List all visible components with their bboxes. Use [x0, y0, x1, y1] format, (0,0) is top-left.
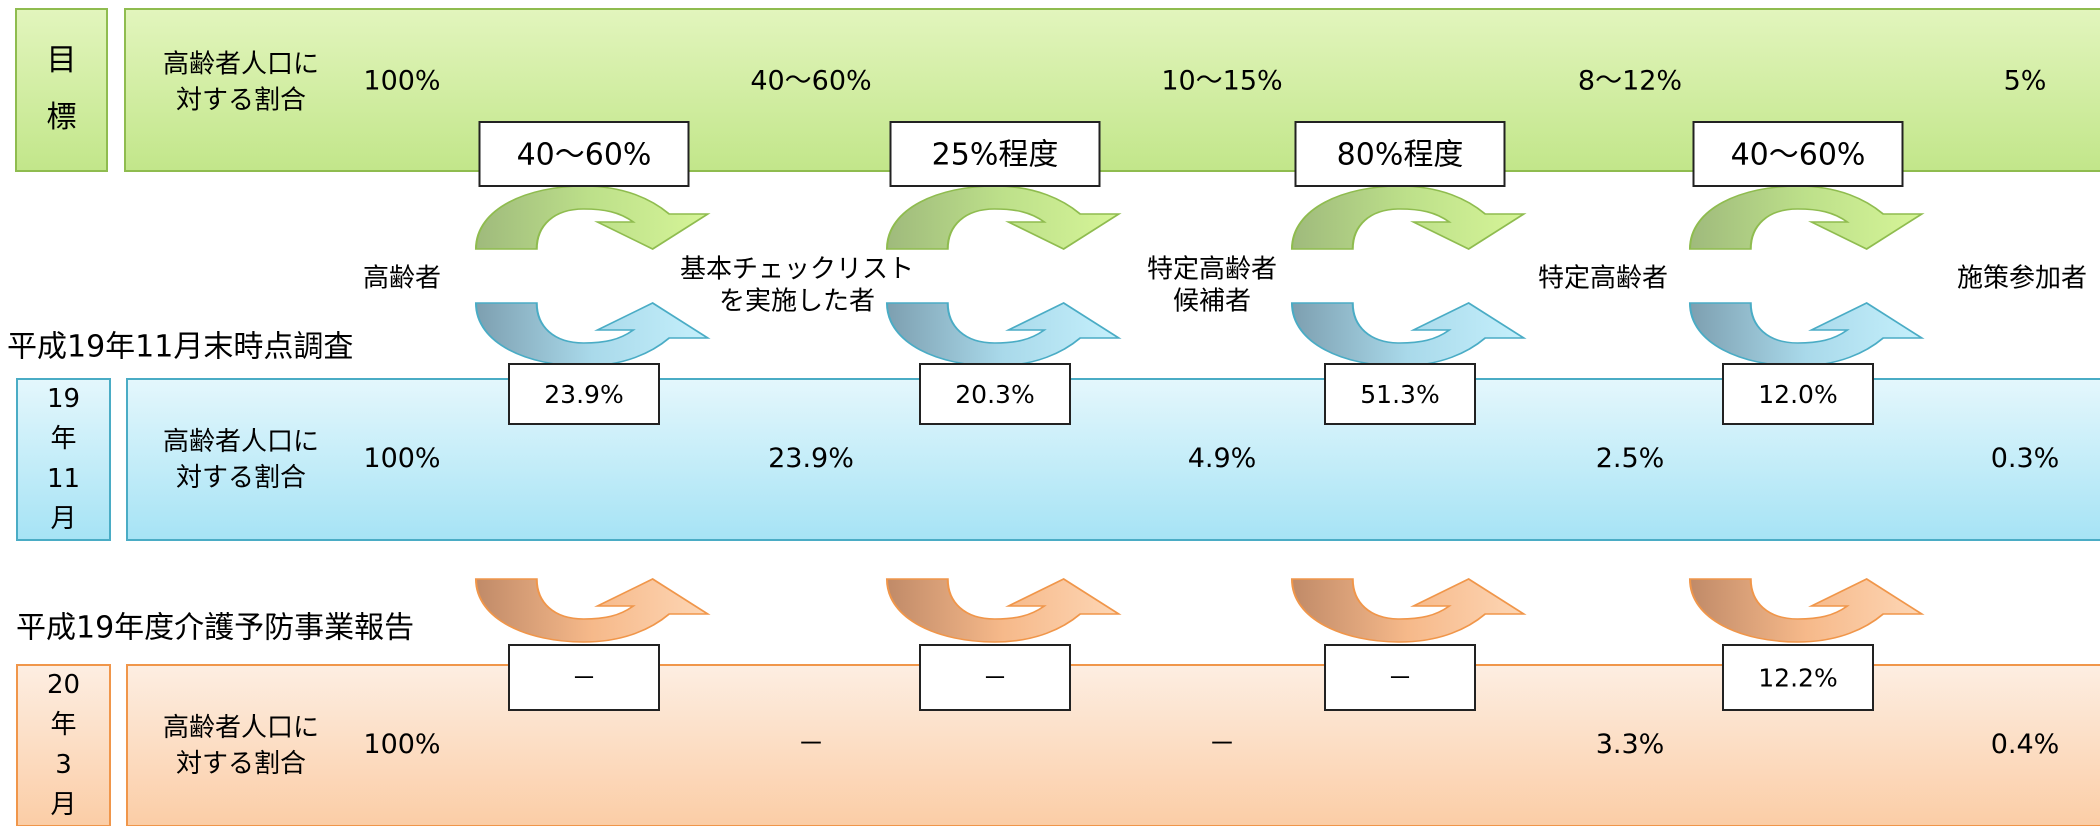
stage-label: 基本チェックリスト	[680, 255, 914, 285]
rate-box	[1294, 121, 1506, 187]
row-label: 月	[50, 790, 76, 820]
rate-box	[478, 121, 690, 187]
row-caption: 高齢者人口に	[163, 713, 319, 743]
row-label: 目	[47, 43, 77, 78]
transition-arrow	[1290, 185, 1527, 250]
ratio-value: 0.4%	[1991, 729, 2060, 760]
rate-value: 12.2%	[1758, 664, 1837, 693]
rate-value: 40〜60%	[1731, 138, 1866, 173]
transition-arrow	[885, 302, 1122, 367]
ratio-value: 100%	[363, 66, 440, 97]
ratio-value: 40〜60%	[750, 66, 871, 97]
rate-value: 25%程度	[932, 138, 1059, 173]
rate-box	[919, 363, 1071, 425]
rate-box	[889, 121, 1101, 187]
row-label-box	[16, 664, 111, 826]
rate-box	[508, 644, 660, 711]
rate-box	[1324, 363, 1476, 425]
row-label: 19	[47, 384, 80, 414]
ratio-value: 100%	[363, 729, 440, 760]
row-label: 標	[47, 100, 77, 135]
stage-label: 候補者	[1173, 287, 1251, 317]
ratio-value: 0.3%	[1991, 443, 2060, 474]
row-caption: 高齢者人口に	[163, 427, 319, 457]
row-caption: 対する割合	[176, 463, 306, 493]
ratio-value: 4.9%	[1188, 443, 1257, 474]
rate-value: 51.3%	[1360, 380, 1439, 409]
section-heading: 平成19年度介護予防事業報告	[16, 611, 414, 646]
transition-arrow	[1290, 578, 1527, 643]
ratio-value: 23.9%	[768, 443, 854, 474]
stage-label: 特定高齢者	[1147, 255, 1277, 285]
transition-arrow	[885, 185, 1122, 250]
row-label: 年	[50, 710, 76, 740]
row-caption: 対する割合	[176, 86, 306, 116]
rate-box	[508, 363, 660, 425]
row-caption: 高齢者人口に	[163, 50, 319, 80]
transition-arrow	[1688, 185, 1925, 250]
stage-label: を実施した者	[719, 287, 875, 317]
transition-arrow	[474, 578, 711, 643]
row-caption: 対する割合	[176, 749, 306, 779]
rate-value: －	[1387, 664, 1412, 693]
transition-arrow	[474, 302, 711, 367]
rate-value: 12.0%	[1758, 380, 1837, 409]
rate-value: 80%程度	[1337, 138, 1464, 173]
ratio-value: 2.5%	[1596, 443, 1665, 474]
ratio-value: －	[798, 729, 825, 760]
row-label-box	[15, 8, 108, 172]
row-label: 月	[50, 504, 76, 534]
transition-arrow	[1290, 302, 1527, 367]
row-label: 11	[47, 464, 80, 494]
ratio-value: －	[1209, 729, 1236, 760]
row-label: 3	[55, 750, 72, 780]
transition-arrow	[1688, 302, 1925, 367]
row-label: 20	[47, 670, 80, 700]
transition-arrow	[885, 578, 1122, 643]
ratio-value: 8〜12%	[1578, 66, 1682, 97]
row-label: 年	[50, 424, 76, 454]
stage-label: 特定高齢者	[1538, 264, 1668, 294]
rate-box	[919, 644, 1071, 711]
ratio-value: 10〜15%	[1161, 66, 1282, 97]
rate-value: 40〜60%	[517, 138, 652, 173]
rate-box	[1722, 363, 1874, 425]
ratio-value: 3.3%	[1596, 729, 1665, 760]
rate-box	[1722, 644, 1874, 711]
rate-value: 20.3%	[955, 380, 1034, 409]
rate-value: －	[982, 664, 1007, 693]
section-heading: 平成19年11月末時点調査	[7, 330, 353, 365]
ratio-value: 5%	[2004, 66, 2047, 97]
rate-value: －	[571, 664, 596, 693]
stage-label: 施策参加者	[1957, 264, 2087, 294]
rate-value: 23.9%	[544, 380, 623, 409]
rate-box	[1324, 644, 1476, 711]
stage-label: 高齢者	[363, 264, 441, 294]
row-label-box	[16, 378, 111, 541]
ratio-value: 100%	[363, 443, 440, 474]
transition-arrow	[474, 185, 711, 250]
rate-box	[1692, 121, 1904, 187]
transition-arrow	[1688, 578, 1925, 643]
